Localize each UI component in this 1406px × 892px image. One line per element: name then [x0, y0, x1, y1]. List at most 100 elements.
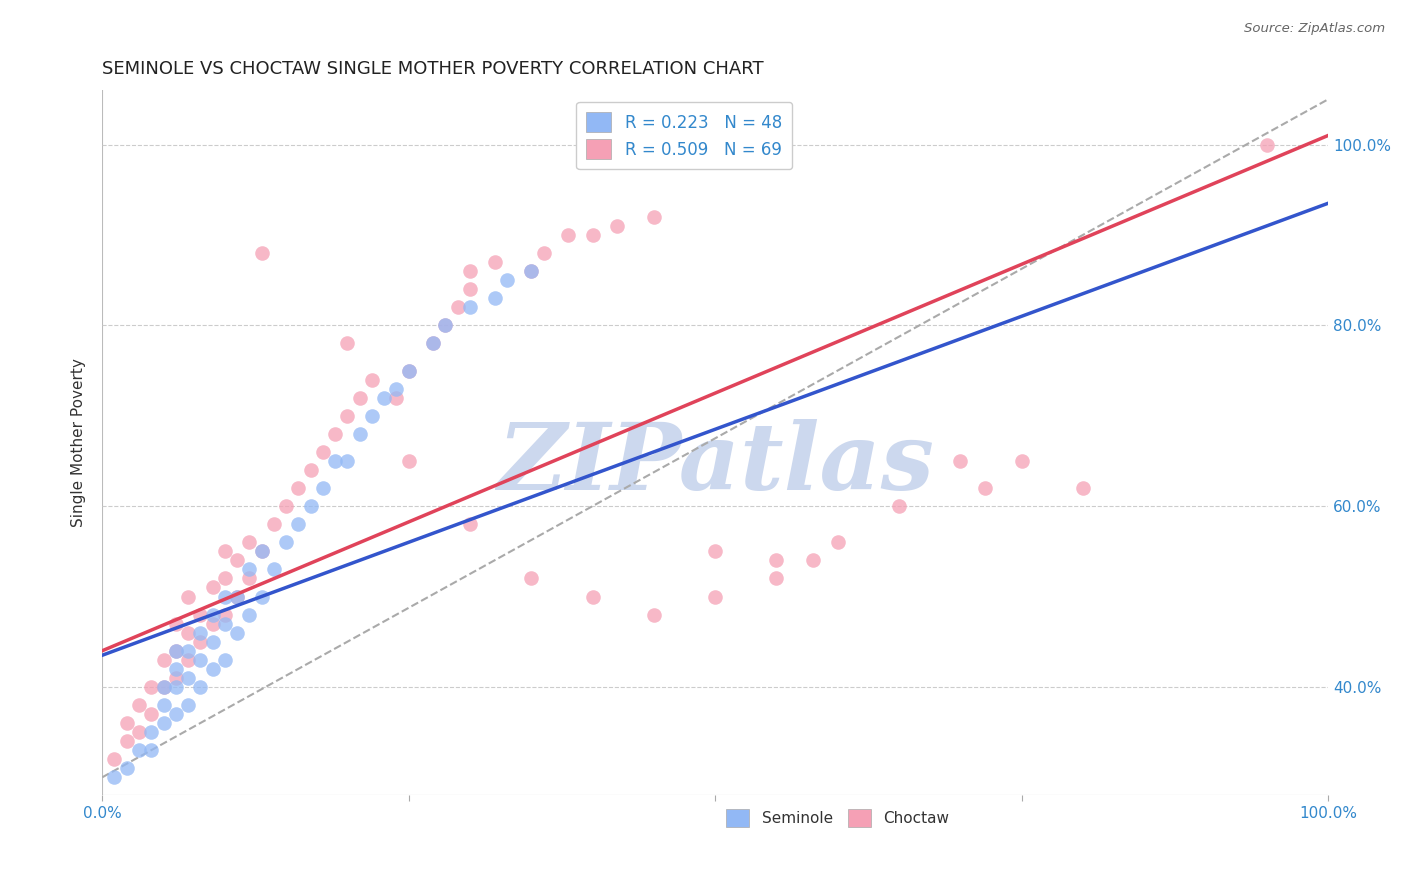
- Point: [973, 481, 995, 495]
- Point: [226, 625, 249, 640]
- Point: [115, 734, 138, 748]
- Text: ZIPatlas: ZIPatlas: [496, 419, 934, 509]
- Point: [165, 644, 187, 658]
- Point: [520, 571, 543, 585]
- Point: [520, 264, 543, 278]
- Point: [152, 653, 174, 667]
- Point: [643, 210, 665, 224]
- Point: [827, 535, 849, 549]
- Point: [165, 680, 187, 694]
- Point: [398, 454, 420, 468]
- Point: [214, 616, 236, 631]
- Point: [165, 662, 187, 676]
- Point: [458, 264, 481, 278]
- Point: [949, 454, 972, 468]
- Point: [434, 318, 457, 333]
- Point: [177, 671, 200, 685]
- Point: [188, 634, 211, 648]
- Point: [141, 706, 163, 721]
- Point: [447, 300, 470, 314]
- Point: [177, 698, 200, 712]
- Point: [214, 653, 236, 667]
- Point: [250, 544, 273, 558]
- Point: [263, 517, 285, 532]
- Point: [250, 544, 273, 558]
- Point: [336, 336, 359, 351]
- Point: [606, 219, 628, 233]
- Point: [214, 607, 236, 622]
- Point: [201, 662, 224, 676]
- Point: [422, 336, 444, 351]
- Point: [115, 761, 138, 775]
- Point: [385, 382, 408, 396]
- Point: [336, 454, 359, 468]
- Point: [141, 680, 163, 694]
- Point: [1256, 137, 1278, 152]
- Point: [201, 634, 224, 648]
- Point: [422, 336, 444, 351]
- Point: [103, 752, 125, 766]
- Point: [1071, 481, 1094, 495]
- Point: [128, 725, 150, 739]
- Point: [188, 653, 211, 667]
- Point: [801, 553, 824, 567]
- Point: [165, 671, 187, 685]
- Point: [226, 590, 249, 604]
- Point: [287, 517, 309, 532]
- Point: [152, 680, 174, 694]
- Point: [238, 607, 260, 622]
- Text: Source: ZipAtlas.com: Source: ZipAtlas.com: [1244, 22, 1385, 36]
- Point: [581, 590, 603, 604]
- Point: [398, 363, 420, 377]
- Point: [385, 391, 408, 405]
- Point: [458, 300, 481, 314]
- Point: [312, 481, 335, 495]
- Point: [643, 607, 665, 622]
- Point: [115, 716, 138, 731]
- Point: [165, 644, 187, 658]
- Point: [226, 590, 249, 604]
- Point: [238, 571, 260, 585]
- Point: [165, 616, 187, 631]
- Point: [704, 590, 727, 604]
- Point: [398, 363, 420, 377]
- Point: [214, 571, 236, 585]
- Point: [177, 590, 200, 604]
- Point: [1011, 454, 1033, 468]
- Point: [128, 743, 150, 757]
- Point: [349, 426, 371, 441]
- Point: [188, 625, 211, 640]
- Point: [201, 581, 224, 595]
- Point: [533, 246, 555, 260]
- Point: [434, 318, 457, 333]
- Point: [152, 698, 174, 712]
- Point: [349, 391, 371, 405]
- Point: [361, 409, 384, 423]
- Point: [128, 698, 150, 712]
- Point: [765, 553, 787, 567]
- Point: [152, 680, 174, 694]
- Point: [214, 590, 236, 604]
- Y-axis label: Single Mother Poverty: Single Mother Poverty: [72, 359, 86, 527]
- Point: [274, 499, 297, 513]
- Point: [201, 616, 224, 631]
- Point: [250, 590, 273, 604]
- Point: [188, 607, 211, 622]
- Point: [188, 680, 211, 694]
- Point: [323, 426, 346, 441]
- Point: [557, 227, 579, 242]
- Point: [238, 535, 260, 549]
- Point: [165, 706, 187, 721]
- Legend: Seminole, Choctaw: Seminole, Choctaw: [720, 803, 955, 834]
- Point: [704, 544, 727, 558]
- Point: [484, 291, 506, 305]
- Point: [263, 562, 285, 576]
- Point: [274, 535, 297, 549]
- Point: [312, 445, 335, 459]
- Point: [299, 463, 322, 477]
- Point: [177, 644, 200, 658]
- Point: [141, 743, 163, 757]
- Point: [103, 770, 125, 784]
- Point: [299, 499, 322, 513]
- Point: [323, 454, 346, 468]
